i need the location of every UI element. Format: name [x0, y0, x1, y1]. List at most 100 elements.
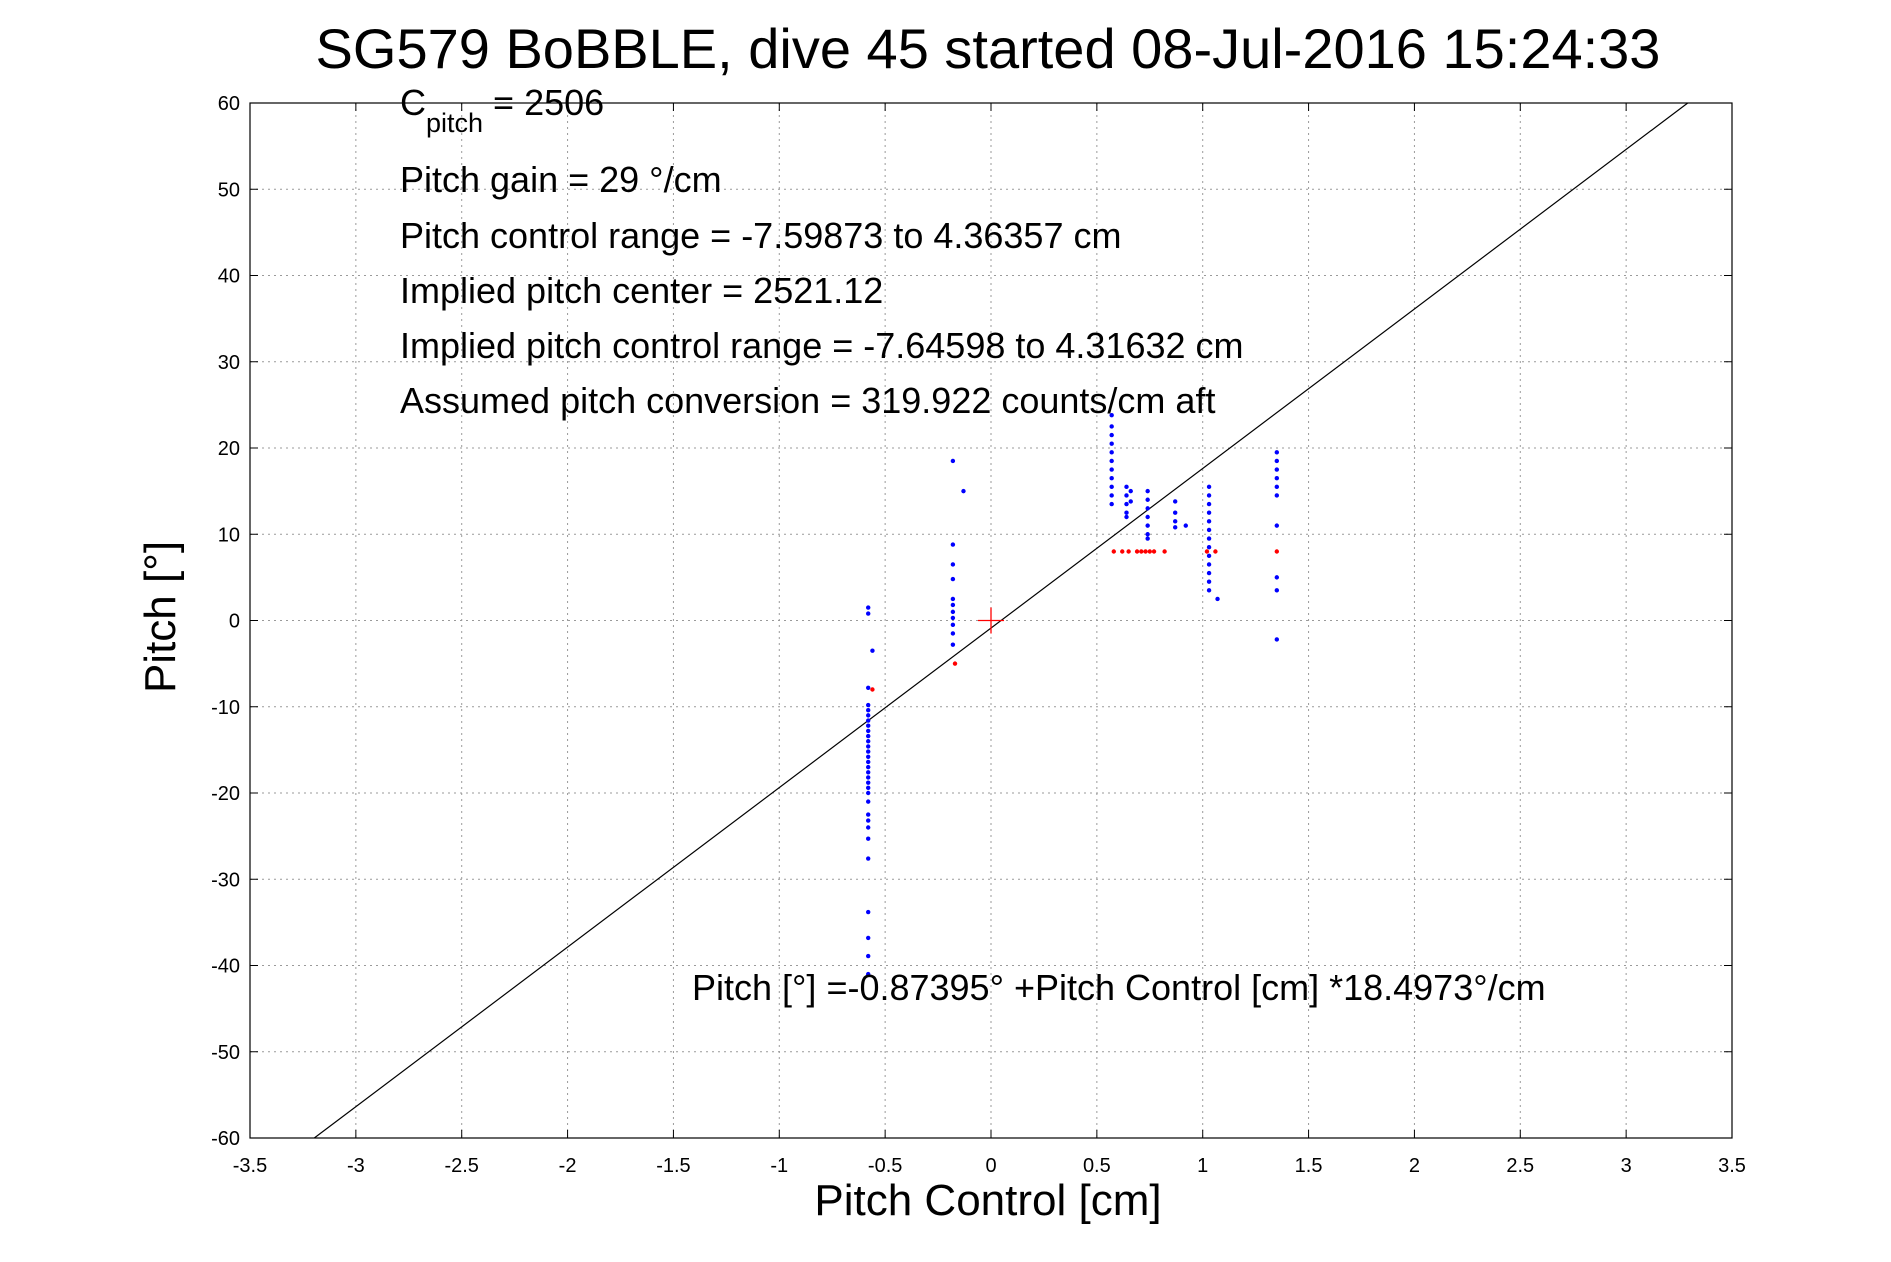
x-tick-label: 2.5 [1506, 1155, 1534, 1177]
y-ticks: -60 -50 -40 -30 -20 -10 0 10 20 30 40 50 60 [211, 93, 1732, 1150]
data-points [866, 413, 1280, 977]
data-point [1172, 510, 1178, 515]
data-point [1124, 510, 1129, 515]
data-point [950, 615, 956, 621]
data-point [1274, 467, 1280, 472]
data-point [1206, 553, 1212, 559]
data-point [1145, 514, 1150, 520]
data-point [1206, 588, 1212, 593]
data-point [1109, 484, 1114, 490]
data-point [1124, 484, 1129, 490]
x-tick-label: 0.5 [1083, 1155, 1111, 1177]
data-point [1145, 532, 1150, 537]
data-point [1215, 596, 1220, 602]
data-point [1274, 523, 1280, 528]
data-point [1172, 519, 1178, 524]
data-point [866, 935, 871, 941]
data-point [866, 856, 871, 861]
data-point [870, 687, 875, 692]
data-point [866, 971, 871, 977]
data-point [1172, 525, 1178, 530]
data-point [866, 749, 871, 754]
data-point [950, 542, 956, 547]
data-point [1145, 523, 1150, 528]
data-point [1274, 549, 1280, 554]
y-tick-label: -30 [211, 869, 240, 891]
data-point [1124, 493, 1129, 498]
data-point [950, 596, 956, 602]
data-point [1145, 506, 1150, 511]
y-tick-label: -10 [211, 697, 240, 719]
data-point [1206, 544, 1212, 550]
x-tick-label: 1 [1197, 1155, 1208, 1177]
data-point [1162, 549, 1167, 554]
data-point [1109, 432, 1114, 438]
data-point [866, 775, 871, 780]
data-point [866, 770, 871, 775]
data-point [1128, 488, 1133, 494]
data-point [961, 488, 966, 494]
annotation-block: Cpitch = 2506 Pitch gain = 29 °/cm Pitch c… [400, 82, 1244, 421]
y-tick-label: 60 [218, 93, 240, 115]
data-point [1120, 549, 1125, 554]
data-point [1109, 450, 1114, 455]
x-tick-label: -2.5 [444, 1155, 478, 1177]
data-point [1147, 549, 1152, 554]
y-tick-label: -20 [211, 783, 240, 805]
x-ticks: -3.5 -3 -2.5 -2 -1.5 -1 -0.5 0 0.5 1 1.5 2 2.5 3 3.5 [233, 103, 1746, 1177]
data-point [1206, 519, 1212, 524]
data-point [1274, 637, 1280, 642]
data-point [1145, 488, 1150, 494]
data-point [1109, 493, 1114, 498]
x-tick-label: 1.5 [1295, 1155, 1323, 1177]
data-point [1274, 575, 1280, 580]
data-point [1274, 475, 1280, 481]
annotation-line: Assumed pitch conversion = 319.922 count… [400, 380, 1215, 421]
y-tick-label: 10 [218, 524, 240, 546]
y-tick-label: 50 [218, 179, 240, 201]
data-point [866, 780, 871, 785]
annotation-line: Cpitch = 2506 [400, 82, 604, 138]
data-point [1274, 450, 1280, 455]
data-point [866, 825, 871, 830]
data-point [1206, 536, 1212, 541]
data-point [1128, 499, 1133, 504]
data-point [866, 759, 871, 765]
x-tick-label: -3.5 [233, 1155, 267, 1177]
data-point [950, 602, 956, 608]
y-tick-label: -60 [211, 1128, 240, 1150]
data-point [866, 718, 871, 723]
data-point [866, 744, 871, 749]
x-tick-label: 2 [1409, 1155, 1420, 1177]
data-point [870, 648, 875, 653]
data-point [1206, 501, 1212, 507]
data-point [1274, 484, 1280, 490]
data-point [866, 909, 871, 915]
data-point [866, 702, 871, 708]
data-point [1143, 549, 1148, 554]
data-point [1206, 579, 1212, 584]
data-point [1206, 562, 1212, 567]
data-point [1213, 549, 1218, 554]
data-point [866, 953, 871, 959]
data-point [866, 799, 871, 804]
x-tick-label: 0 [985, 1155, 996, 1177]
data-point [1172, 499, 1178, 504]
data-point [1109, 475, 1114, 481]
data-point [1274, 588, 1280, 593]
data-point [950, 576, 956, 582]
x-tick-label: -0.5 [868, 1155, 902, 1177]
data-point [866, 728, 871, 734]
center-marker-group [978, 607, 1004, 634]
annotation-line: Implied pitch center = 2521.12 [400, 270, 883, 311]
fit-equation-label: Pitch [°] =-0.87395° +Pitch Control [cm]… [692, 967, 1546, 1008]
annotation-line: Implied pitch control range = -7.64598 t… [400, 325, 1244, 366]
y-axis-label: Pitch [°] [136, 541, 185, 693]
y-tick-label: 40 [218, 266, 240, 288]
y-tick-label: -40 [211, 956, 240, 978]
x-tick-label: -2 [559, 1155, 577, 1177]
data-point [1134, 549, 1140, 554]
data-point [1206, 570, 1212, 576]
data-point [950, 562, 956, 567]
